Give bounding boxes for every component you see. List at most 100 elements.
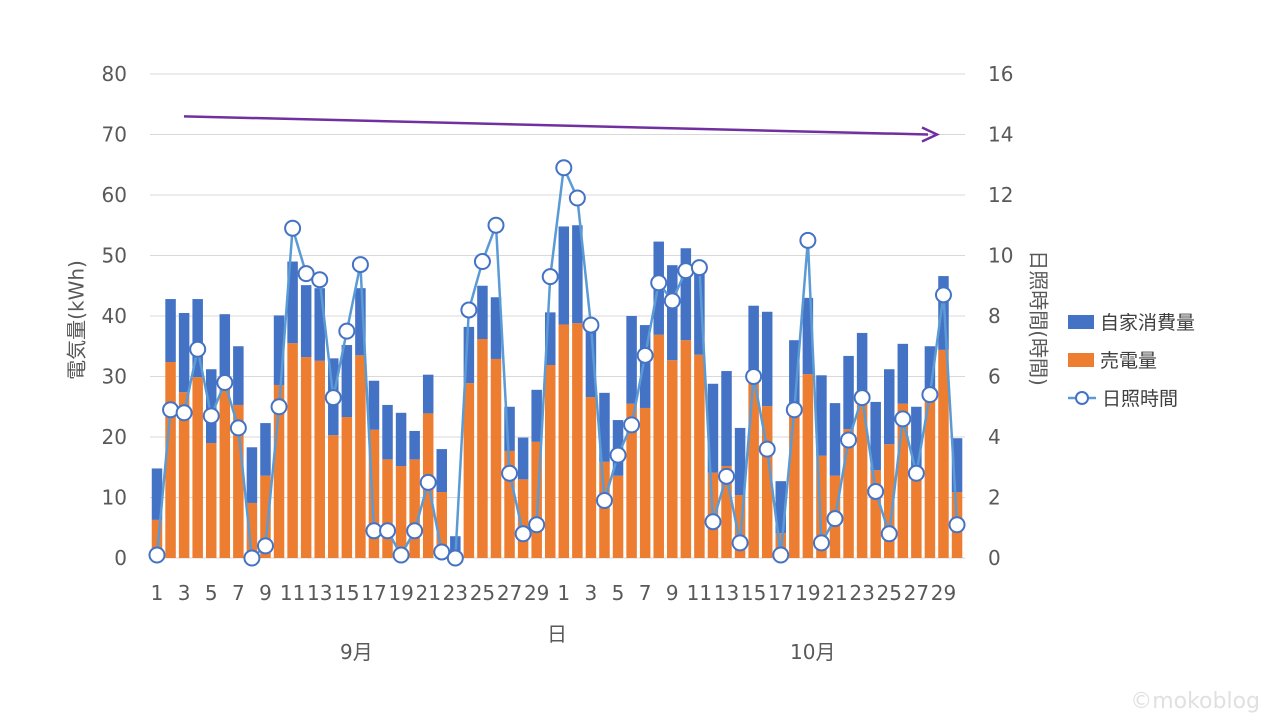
bar-self-consumption <box>436 449 448 493</box>
trend-arrow <box>183 115 929 136</box>
bar-sold-power <box>843 429 854 558</box>
sunshine-point <box>501 464 519 482</box>
bar-self-consumption <box>246 447 258 503</box>
x-group-label-sep: 9月 <box>340 640 373 664</box>
y-left-tick-label: 30 <box>102 365 127 389</box>
sunshine-point <box>731 534 749 552</box>
sunshine-point <box>148 546 166 564</box>
y-right-tick-label: 12 <box>988 183 1013 207</box>
sunshine-point <box>433 543 451 561</box>
bar-self-consumption <box>761 311 773 407</box>
bar-self-consumption <box>544 312 556 366</box>
sunshine-point <box>379 522 397 540</box>
x-tick-label: 1 <box>557 581 570 605</box>
sunshine-point <box>243 549 261 567</box>
sunshine-point <box>555 159 573 177</box>
bar-self-consumption <box>951 438 963 493</box>
x-group-label-oct: 10月 <box>790 640 836 664</box>
sunshine-point <box>934 286 952 304</box>
x-tick-label: 13 <box>714 581 739 605</box>
bar-sold-power <box>694 354 705 558</box>
bar-sold-power <box>436 492 448 558</box>
sunshine-point <box>311 271 329 289</box>
bar-self-consumption <box>463 326 475 384</box>
bar-sold-power <box>273 384 285 558</box>
bar-self-consumption <box>639 325 651 408</box>
y-left-tick-label: 20 <box>102 425 127 449</box>
sunshine-point <box>840 431 858 449</box>
bar-self-consumption <box>300 285 312 358</box>
x-tick-label: 17 <box>768 581 793 605</box>
bar-self-consumption <box>409 430 420 460</box>
bar-sold-power <box>219 388 231 558</box>
y-left-tick-label: 70 <box>102 123 127 147</box>
x-tick-label: 9 <box>666 581 679 605</box>
sunshine-point <box>907 464 925 482</box>
bar-self-consumption <box>382 404 393 460</box>
bar-self-consumption <box>273 315 285 385</box>
y-left-tick-label: 60 <box>102 183 127 207</box>
sunshine-point <box>338 322 356 340</box>
bar-sold-power <box>463 383 475 558</box>
bar-sold-power <box>924 394 936 558</box>
bar-self-consumption <box>558 226 570 325</box>
x-tick-label: 27 <box>497 581 522 605</box>
bar-sold-power <box>490 358 502 558</box>
bar-self-consumption <box>151 468 163 520</box>
bar-self-consumption <box>368 380 380 430</box>
bar-sold-power <box>761 406 773 558</box>
sunshine-point <box>229 419 247 437</box>
bar-sold-power <box>599 461 610 558</box>
legend-label: 自家消費量 <box>1100 312 1196 334</box>
legend-swatch-blue <box>1068 314 1094 329</box>
sunshine-point <box>473 253 491 271</box>
bar-sold-power <box>911 479 922 558</box>
x-tick-label: 1 <box>151 581 164 605</box>
y-left-tick-label: 0 <box>114 546 127 570</box>
sunshine-point <box>704 513 722 531</box>
bar-sold-power <box>260 475 271 558</box>
bar-sold-power <box>897 403 909 558</box>
sunshine-point <box>487 216 505 234</box>
bar-sold-power <box>653 334 664 558</box>
y-left-tick-label: 40 <box>102 304 127 328</box>
bar-self-consumption <box>192 299 203 378</box>
sunshine-point <box>690 259 708 277</box>
bar-sold-power <box>355 355 366 558</box>
x-tick-label: 25 <box>877 581 902 605</box>
bar-sold-power <box>938 349 949 558</box>
bar-self-consumption <box>721 371 732 467</box>
y-right-tick-label: 10 <box>988 244 1013 268</box>
sunshine-point <box>636 346 654 364</box>
bar-self-consumption <box>178 312 190 393</box>
bar-self-consumption <box>802 297 814 375</box>
bar-sold-power <box>246 502 258 558</box>
bar-self-consumption <box>165 299 176 362</box>
bar-sold-power <box>368 429 380 558</box>
y-left-tick-label: 10 <box>102 486 127 510</box>
sunshine-point <box>623 416 641 434</box>
bar-sold-power <box>192 377 203 558</box>
bar-sold-power <box>233 404 244 558</box>
sunshine-point <box>772 546 790 564</box>
sunshine-point <box>677 262 695 280</box>
x-tick-label: 15 <box>741 581 766 605</box>
x-tick-label: 29 <box>524 581 549 605</box>
bar-self-consumption <box>626 316 637 404</box>
sunshine-point <box>568 189 586 207</box>
y-left-tick-label: 80 <box>102 62 127 86</box>
sunshine-point <box>297 265 315 283</box>
bar-sold-power <box>477 338 488 558</box>
x-tick-label: 7 <box>232 581 245 605</box>
bar-sold-power <box>721 466 732 558</box>
sunshine-point <box>880 525 898 543</box>
x-tick-label: 17 <box>361 581 386 605</box>
bar-self-consumption <box>829 403 841 476</box>
bar-sold-power <box>639 407 651 558</box>
bar-self-consumption <box>816 375 827 456</box>
x-tick-label: 3 <box>178 581 191 605</box>
x-tick-label: 11 <box>687 581 712 605</box>
bar-sold-power <box>504 450 515 558</box>
x-tick-label: 25 <box>470 581 495 605</box>
bar-self-consumption <box>667 265 678 361</box>
